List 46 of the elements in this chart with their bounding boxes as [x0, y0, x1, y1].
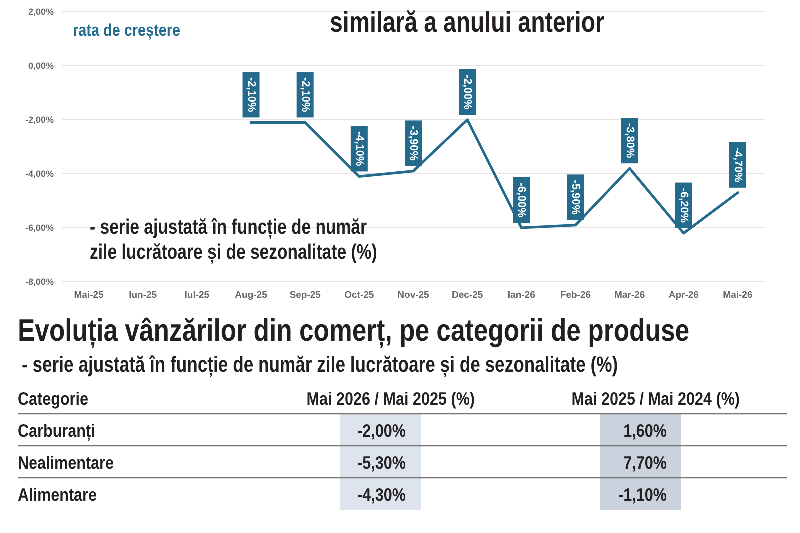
x-tick-label: Mai-26: [723, 290, 753, 301]
data-label: -1,10%: [618, 484, 668, 506]
x-tick-label: Sep-25: [290, 290, 322, 301]
data-label: -6,00%: [516, 182, 528, 218]
x-tick-label: Feb-26: [560, 290, 592, 301]
data-label: -2,10%: [299, 77, 312, 113]
x-tick-label: Mar-26: [614, 290, 646, 301]
y-tick-label: 2,00%: [28, 7, 54, 17]
text: Evoluția vânzărilor din comerț, pe categorii de produse: [18, 314, 690, 349]
x-tick-label: Aug-25: [235, 290, 268, 301]
x-tick-label: Iul-25: [184, 290, 210, 301]
x-tick-label: Iun-25: [129, 290, 158, 301]
x-tick-label: Dec-25: [452, 290, 484, 301]
data-label: -4,10%: [353, 131, 366, 167]
x-tick-label: Mai-25: [74, 290, 105, 301]
data-label: -6,20%: [678, 188, 690, 224]
annotation: - serie ajustată în funcție de număr zile lucrătoare și de sezonalitate (%): [90, 216, 378, 265]
data-label: -3,90%: [408, 126, 420, 162]
y-tick-label: -8,00%: [25, 277, 54, 287]
series-label: Mai 2026 / Mai 2025 (%): [306, 388, 475, 410]
data-label: -5,90%: [570, 180, 582, 216]
data-label: -4,70%: [732, 148, 744, 183]
data-label: -2,00%: [358, 420, 406, 442]
chart-title: similară a anului anterior: [330, 5, 605, 39]
x-tick-label: Oct-25: [344, 290, 375, 301]
category-label: Carburanți: [18, 420, 96, 442]
y-tick-label: -4,00%: [25, 169, 54, 179]
text: rata de creștere: [73, 22, 181, 40]
data-label: -2,00%: [462, 74, 474, 110]
data-label: -2,10%: [245, 77, 258, 113]
category-label: Nealimentare: [18, 452, 114, 474]
y-tick-label: -6,00%: [25, 223, 54, 233]
data-label: 1,60%: [624, 420, 668, 442]
data-label: -5,30%: [358, 452, 406, 474]
y-tick-label: -2,00%: [25, 115, 54, 125]
series-label: Mai 2025 / Mai 2024 (%): [572, 388, 740, 410]
text: - serie ajustată în funcție de număr zile lucrătoare și de sezonalitate (%): [22, 353, 618, 378]
data-label: -3,80%: [624, 123, 636, 158]
data-label: 7,70%: [624, 452, 668, 474]
x-tick-label: Apr-26: [668, 290, 699, 301]
x-tick-label: Ian-26: [508, 290, 536, 301]
data-label: -4,30%: [358, 484, 406, 506]
x-tick-label: Nov-25: [398, 290, 430, 301]
text: Categorie: [18, 388, 88, 410]
y-tick-label: 0,00%: [28, 61, 54, 71]
category-label: Alimentare: [18, 484, 97, 506]
